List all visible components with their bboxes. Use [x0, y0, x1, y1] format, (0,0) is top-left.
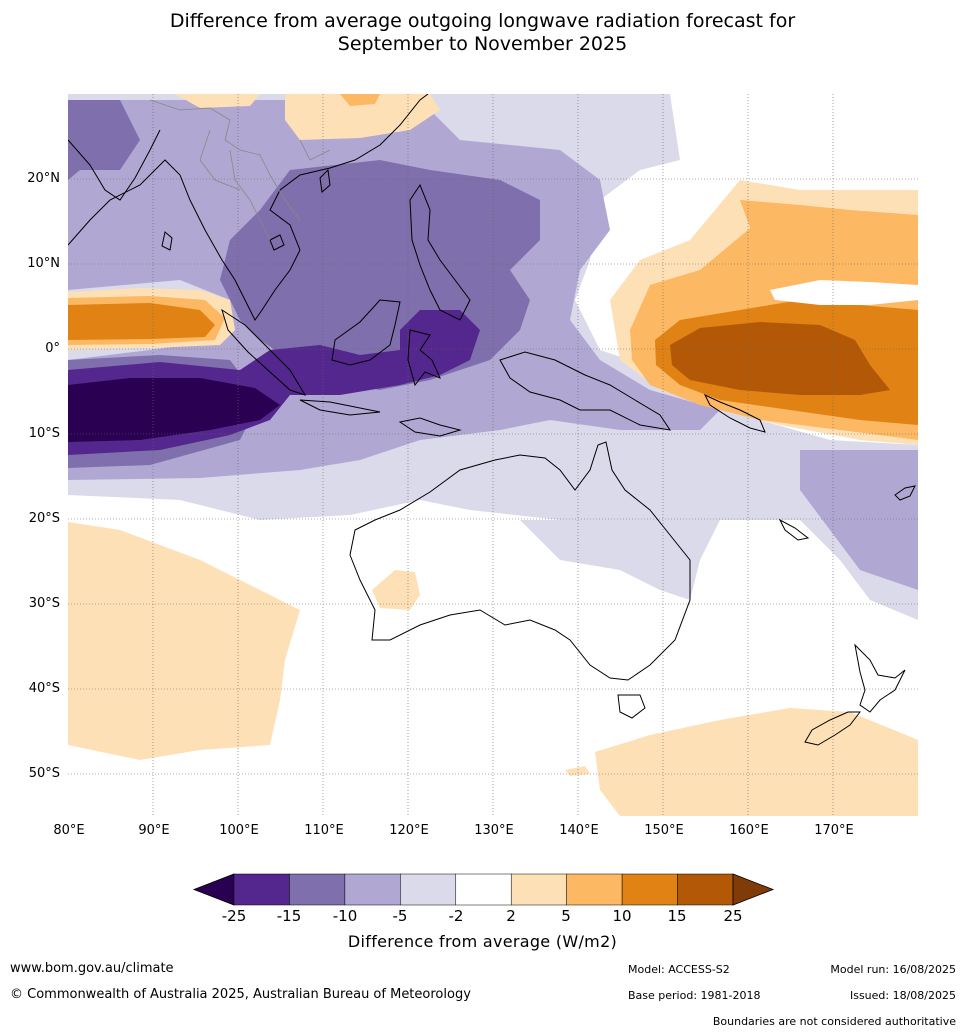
coastlines	[68, 94, 916, 746]
india-coastline	[68, 129, 161, 201]
sulawesi-coastline	[407, 329, 441, 387]
colorbar-arrow-low	[192, 873, 235, 906]
lon-label-100e: 100°E	[219, 823, 259, 838]
anomaly-region-light-orange-china	[285, 94, 440, 140]
philippines-coastline	[409, 183, 471, 321]
lon-label-90e: 90°E	[138, 823, 170, 838]
lon-label-80e: 80°E	[53, 823, 85, 838]
issued-info: Issued: 18/08/2025	[849, 989, 956, 1002]
mainland-asia-coastline	[68, 94, 429, 321]
lon-label-120e: 120°E	[389, 823, 429, 838]
fiji-coastline	[894, 485, 916, 501]
colorbar-tick: 25	[723, 907, 743, 925]
graticule	[68, 94, 918, 816]
colorbar-tick: -25	[221, 907, 247, 925]
colorbar-swatch	[566, 873, 623, 906]
colorbar-swatch	[677, 873, 734, 906]
lat-label-30s: 30°S	[28, 596, 60, 611]
sumatra-coastline	[221, 308, 307, 396]
colorbar-tick: -5	[392, 907, 408, 925]
new-zealand-south-coastline	[804, 711, 862, 746]
lon-label-160e: 160°E	[729, 823, 769, 838]
colorbar-swatch	[233, 873, 290, 906]
colorbar-label: Difference from average (W/m2)	[347, 932, 618, 951]
colorbar-swatch	[621, 873, 678, 906]
anomaly-region-light-orange-india	[175, 94, 260, 108]
lon-label-110e: 110°E	[304, 823, 344, 838]
copyright-text: © Commonwealth of Australia 2025, Austra…	[10, 987, 471, 1002]
country-borders	[149, 99, 331, 241]
lon-label-170e: 170°E	[814, 823, 854, 838]
website-link[interactable]: www.bom.gov.au/climate	[10, 961, 174, 976]
anomaly-region-medium-purple-east	[800, 450, 918, 590]
colorbar-swatch	[289, 873, 346, 906]
anomaly-region-orange-china	[340, 94, 380, 106]
hainan-coastline	[269, 234, 285, 251]
lon-label-140e: 140°E	[559, 823, 599, 838]
new-guinea-coastline	[499, 351, 672, 431]
borneo-coastline	[331, 299, 401, 366]
lat-label-20s: 20°S	[28, 511, 60, 526]
timor-coastline	[398, 417, 462, 437]
colorbar-tick: -10	[332, 907, 358, 925]
anomaly-region-light-purple-south-pacific	[520, 520, 690, 600]
colorbar-tick: 15	[667, 907, 687, 925]
lat-label-20n: 20°N	[27, 171, 60, 186]
lat-label-40s: 40°S	[28, 681, 60, 696]
anomaly-region-darkest-purple	[68, 378, 280, 442]
colorbar-tick: 10	[612, 907, 632, 925]
chart-title: Difference from average outgoing longwav…	[0, 10, 965, 56]
model-run-info: Model run: 16/08/2025	[830, 963, 956, 976]
anomaly-region-white-gap-pacific	[770, 280, 918, 305]
lat-label-equator: 0°	[45, 341, 60, 356]
anomaly-region-light-orange-tasman	[595, 708, 918, 816]
colorbar-swatch	[510, 873, 567, 906]
colorbar-swatch	[400, 873, 457, 906]
java-coastline	[299, 399, 381, 416]
colorbar-tick: 2	[506, 907, 516, 925]
anomaly-region-orange-north-pacific	[740, 200, 918, 270]
colorbar-tick: 5	[561, 907, 571, 925]
colorbar-swatch	[455, 873, 512, 906]
colorbar-tick: -15	[276, 907, 302, 925]
lon-label-150e: 150°E	[644, 823, 684, 838]
colorbar-arrow-high	[732, 873, 775, 906]
colorbar-swatches	[192, 873, 775, 906]
model-info: Model: ACCESS-S2	[628, 963, 730, 976]
lat-label-10n: 10°N	[27, 256, 60, 271]
anomaly-region-white-north-pacific	[680, 94, 918, 185]
anomaly-region-brown-pacific	[670, 322, 890, 395]
colorbar-swatch	[344, 873, 401, 906]
disclaimer-text: Boundaries are not considered authoritat…	[712, 1015, 956, 1028]
base-period-info: Base period: 1981-2018	[628, 989, 761, 1002]
lat-label-10s: 10°S	[28, 426, 60, 441]
new-caledonia-coastline	[778, 518, 810, 541]
taiwan-coastline	[319, 168, 331, 193]
sri-lanka-coastline	[161, 231, 173, 251]
anomaly-region-dark-orange-west	[68, 303, 215, 340]
anomaly-region-light-orange-patch-southern	[565, 766, 590, 776]
lat-label-50s: 50°S	[28, 766, 60, 781]
lon-label-130e: 130°E	[474, 823, 514, 838]
title-line-1: Difference from average outgoing longwav…	[169, 10, 796, 32]
colorbar-tick: -2	[448, 907, 464, 925]
australia-coastline	[349, 441, 691, 681]
new-zealand-north-coastline	[854, 643, 906, 713]
title-line-2: September to November 2025	[337, 33, 628, 55]
tasmania-coastline	[617, 694, 646, 719]
anomaly-region-light-orange-southwest	[68, 522, 300, 760]
solomon-islands-coastline	[703, 393, 766, 433]
